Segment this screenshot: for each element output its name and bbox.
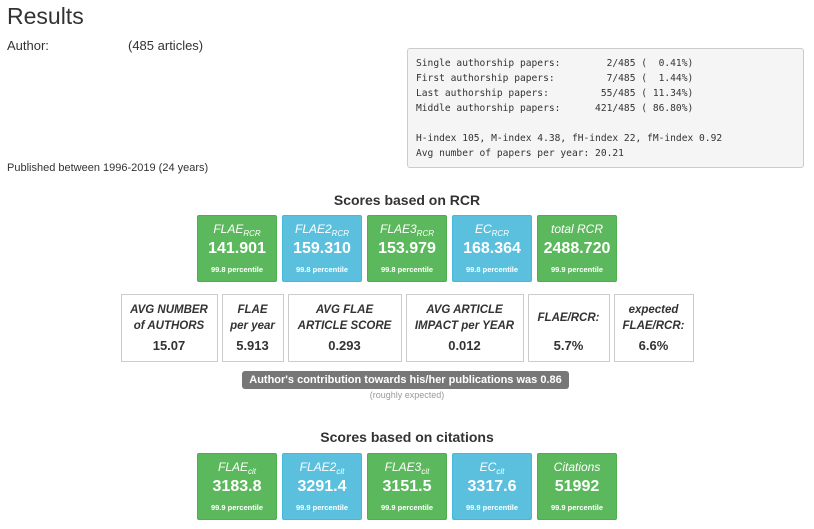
stats-line: H-index 105, M-index 4.38, fH-index 22, …	[416, 133, 723, 144]
rcr-section-title: Scores based on RCR	[333, 192, 481, 208]
stats-line: First authorship papers: 7/485 ( 1.44%)	[416, 73, 694, 84]
citations-section-title: Scores based on citations	[320, 429, 494, 445]
metric-flae-rcr: FLAE/RCR: 5.7%	[527, 294, 610, 362]
stats-line: Last authorship papers: 55/485 ( 11.34%)	[416, 88, 694, 99]
metric-label: IMPACT per YEAR	[414, 320, 515, 332]
author-label: Author:	[7, 38, 49, 53]
citation-score-card: FLAE2cit 3291.4 99.9 percentile	[282, 453, 362, 520]
citation-score-card: FLAE3cit 3151.5 99.9 percentile	[367, 453, 447, 520]
score-label: FLAE2	[299, 460, 337, 474]
metric-label: AVG NUMBER	[130, 304, 208, 316]
score-label: FLAE	[213, 222, 244, 236]
score-subscript: RCR	[416, 229, 435, 238]
metric-label: expected	[628, 304, 679, 316]
score-subscript: RCR	[491, 229, 509, 238]
score-value: 51992	[554, 478, 600, 495]
score-subscript: cit	[336, 467, 345, 476]
rcr-score-card: FLAE3RCR 153.979 99.8 percentile	[367, 215, 447, 282]
stats-line: Middle authorship papers: 421/485 ( 86.8…	[416, 103, 694, 114]
score-percentile: 99.9 percentile	[295, 503, 349, 512]
score-percentile: 99.9 percentile	[550, 503, 604, 512]
score-label: EC	[479, 460, 497, 474]
article-count: (485 articles)	[128, 38, 204, 53]
score-value: 3183.8	[212, 478, 262, 495]
metric-avg-flae-article-score: AVG FLAE ARTICLE SCORE 0.293	[287, 294, 402, 362]
stats-line: Single authorship papers: 2/485 ( 0.41%)	[416, 58, 694, 69]
score-value: 3317.6	[467, 478, 517, 495]
score-label: EC	[474, 222, 492, 236]
contribution-badge: Author's contribution towards his/her pu…	[242, 371, 569, 389]
score-subscript: RCR	[243, 229, 261, 238]
score-percentile: 99.8 percentile	[465, 265, 519, 274]
score-label: total RCR	[550, 222, 603, 236]
score-subscript: cit	[248, 467, 256, 476]
rcr-score-row: FLAERCR 141.901 99.8 percentile FLAE2RCR…	[0, 215, 814, 282]
authorship-stats-box: Single authorship papers: 2/485 ( 0.41%)…	[407, 48, 804, 168]
score-subscript: cit	[421, 467, 430, 476]
rcr-score-card: FLAERCR 141.901 99.8 percentile	[197, 215, 277, 282]
rcr-score-card: total RCR 2488.720 99.9 percentile	[537, 215, 617, 282]
score-label: Citations	[553, 460, 601, 474]
score-percentile: 99.9 percentile	[380, 503, 434, 512]
metric-label: per year	[230, 320, 275, 332]
metric-label: of AUTHORS	[133, 320, 205, 332]
metrics-row: AVG NUMBER of AUTHORS 15.07 FLAE per year …	[0, 294, 814, 362]
citation-score-row: FLAEcit 3183.8 99.9 percentile FLAE2cit …	[0, 453, 814, 520]
score-subscript: RCR	[331, 229, 350, 238]
citation-score-card: ECcit 3317.6 99.9 percentile	[452, 453, 532, 520]
metric-label: FLAE/RCR:	[622, 320, 685, 332]
metric-value: 15.07	[152, 338, 186, 353]
page-title: Results	[7, 3, 84, 29]
metric-value: 5.7%	[553, 338, 584, 353]
score-label: FLAE	[217, 460, 248, 474]
score-label: FLAE3	[384, 460, 422, 474]
score-value: 141.901	[208, 240, 266, 257]
score-value: 153.979	[378, 240, 436, 257]
contribution-note: (roughly expected)	[369, 390, 445, 400]
metric-label: ARTICLE SCORE	[297, 320, 392, 332]
metric-label: FLAE/RCR:	[537, 312, 600, 324]
metric-label: AVG ARTICLE	[426, 304, 503, 316]
score-label: FLAE3	[379, 222, 417, 236]
metric-value: 5.913	[236, 338, 269, 353]
score-value: 159.310	[293, 240, 351, 257]
citation-score-card: FLAEcit 3183.8 99.9 percentile	[197, 453, 277, 520]
score-percentile: 99.8 percentile	[380, 265, 434, 274]
rcr-score-card: FLAE2RCR 159.310 99.8 percentile	[282, 215, 362, 282]
score-percentile: 99.9 percentile	[465, 503, 519, 512]
score-percentile: 99.9 percentile	[210, 503, 264, 512]
metric-value: 6.6%	[638, 338, 669, 353]
metric-value: 0.293	[328, 338, 361, 353]
score-value: 2488.720	[543, 240, 611, 257]
citation-score-card: Citations 51992 99.9 percentile	[537, 453, 617, 520]
metric-label: AVG FLAE	[315, 304, 374, 316]
metric-label: FLAE	[237, 304, 268, 316]
published-range: Published between 1996-2019 (24 years)	[7, 162, 209, 174]
rcr-score-card: ECRCR 168.364 99.8 percentile	[452, 215, 532, 282]
score-subscript: cit	[496, 467, 505, 476]
metric-value: 0.012	[448, 338, 481, 353]
score-percentile: 99.9 percentile	[550, 265, 604, 274]
score-label: FLAE2	[294, 222, 332, 236]
score-value: 3151.5	[382, 478, 432, 495]
score-value: 3291.4	[297, 478, 347, 495]
score-percentile: 99.8 percentile	[210, 265, 264, 274]
metric-avg-article-impact: AVG ARTICLE IMPACT per YEAR 0.012	[405, 294, 524, 362]
metric-flae-per-year: FLAE per year 5.913	[221, 294, 284, 362]
stats-line: Avg number of papers per year: 20.21	[416, 148, 624, 159]
metric-avg-authors: AVG NUMBER of AUTHORS 15.07	[120, 294, 218, 362]
score-value: 168.364	[463, 240, 521, 257]
score-percentile: 99.8 percentile	[295, 265, 349, 274]
metric-expected-flae-rcr: expected FLAE/RCR: 6.6%	[613, 294, 694, 362]
